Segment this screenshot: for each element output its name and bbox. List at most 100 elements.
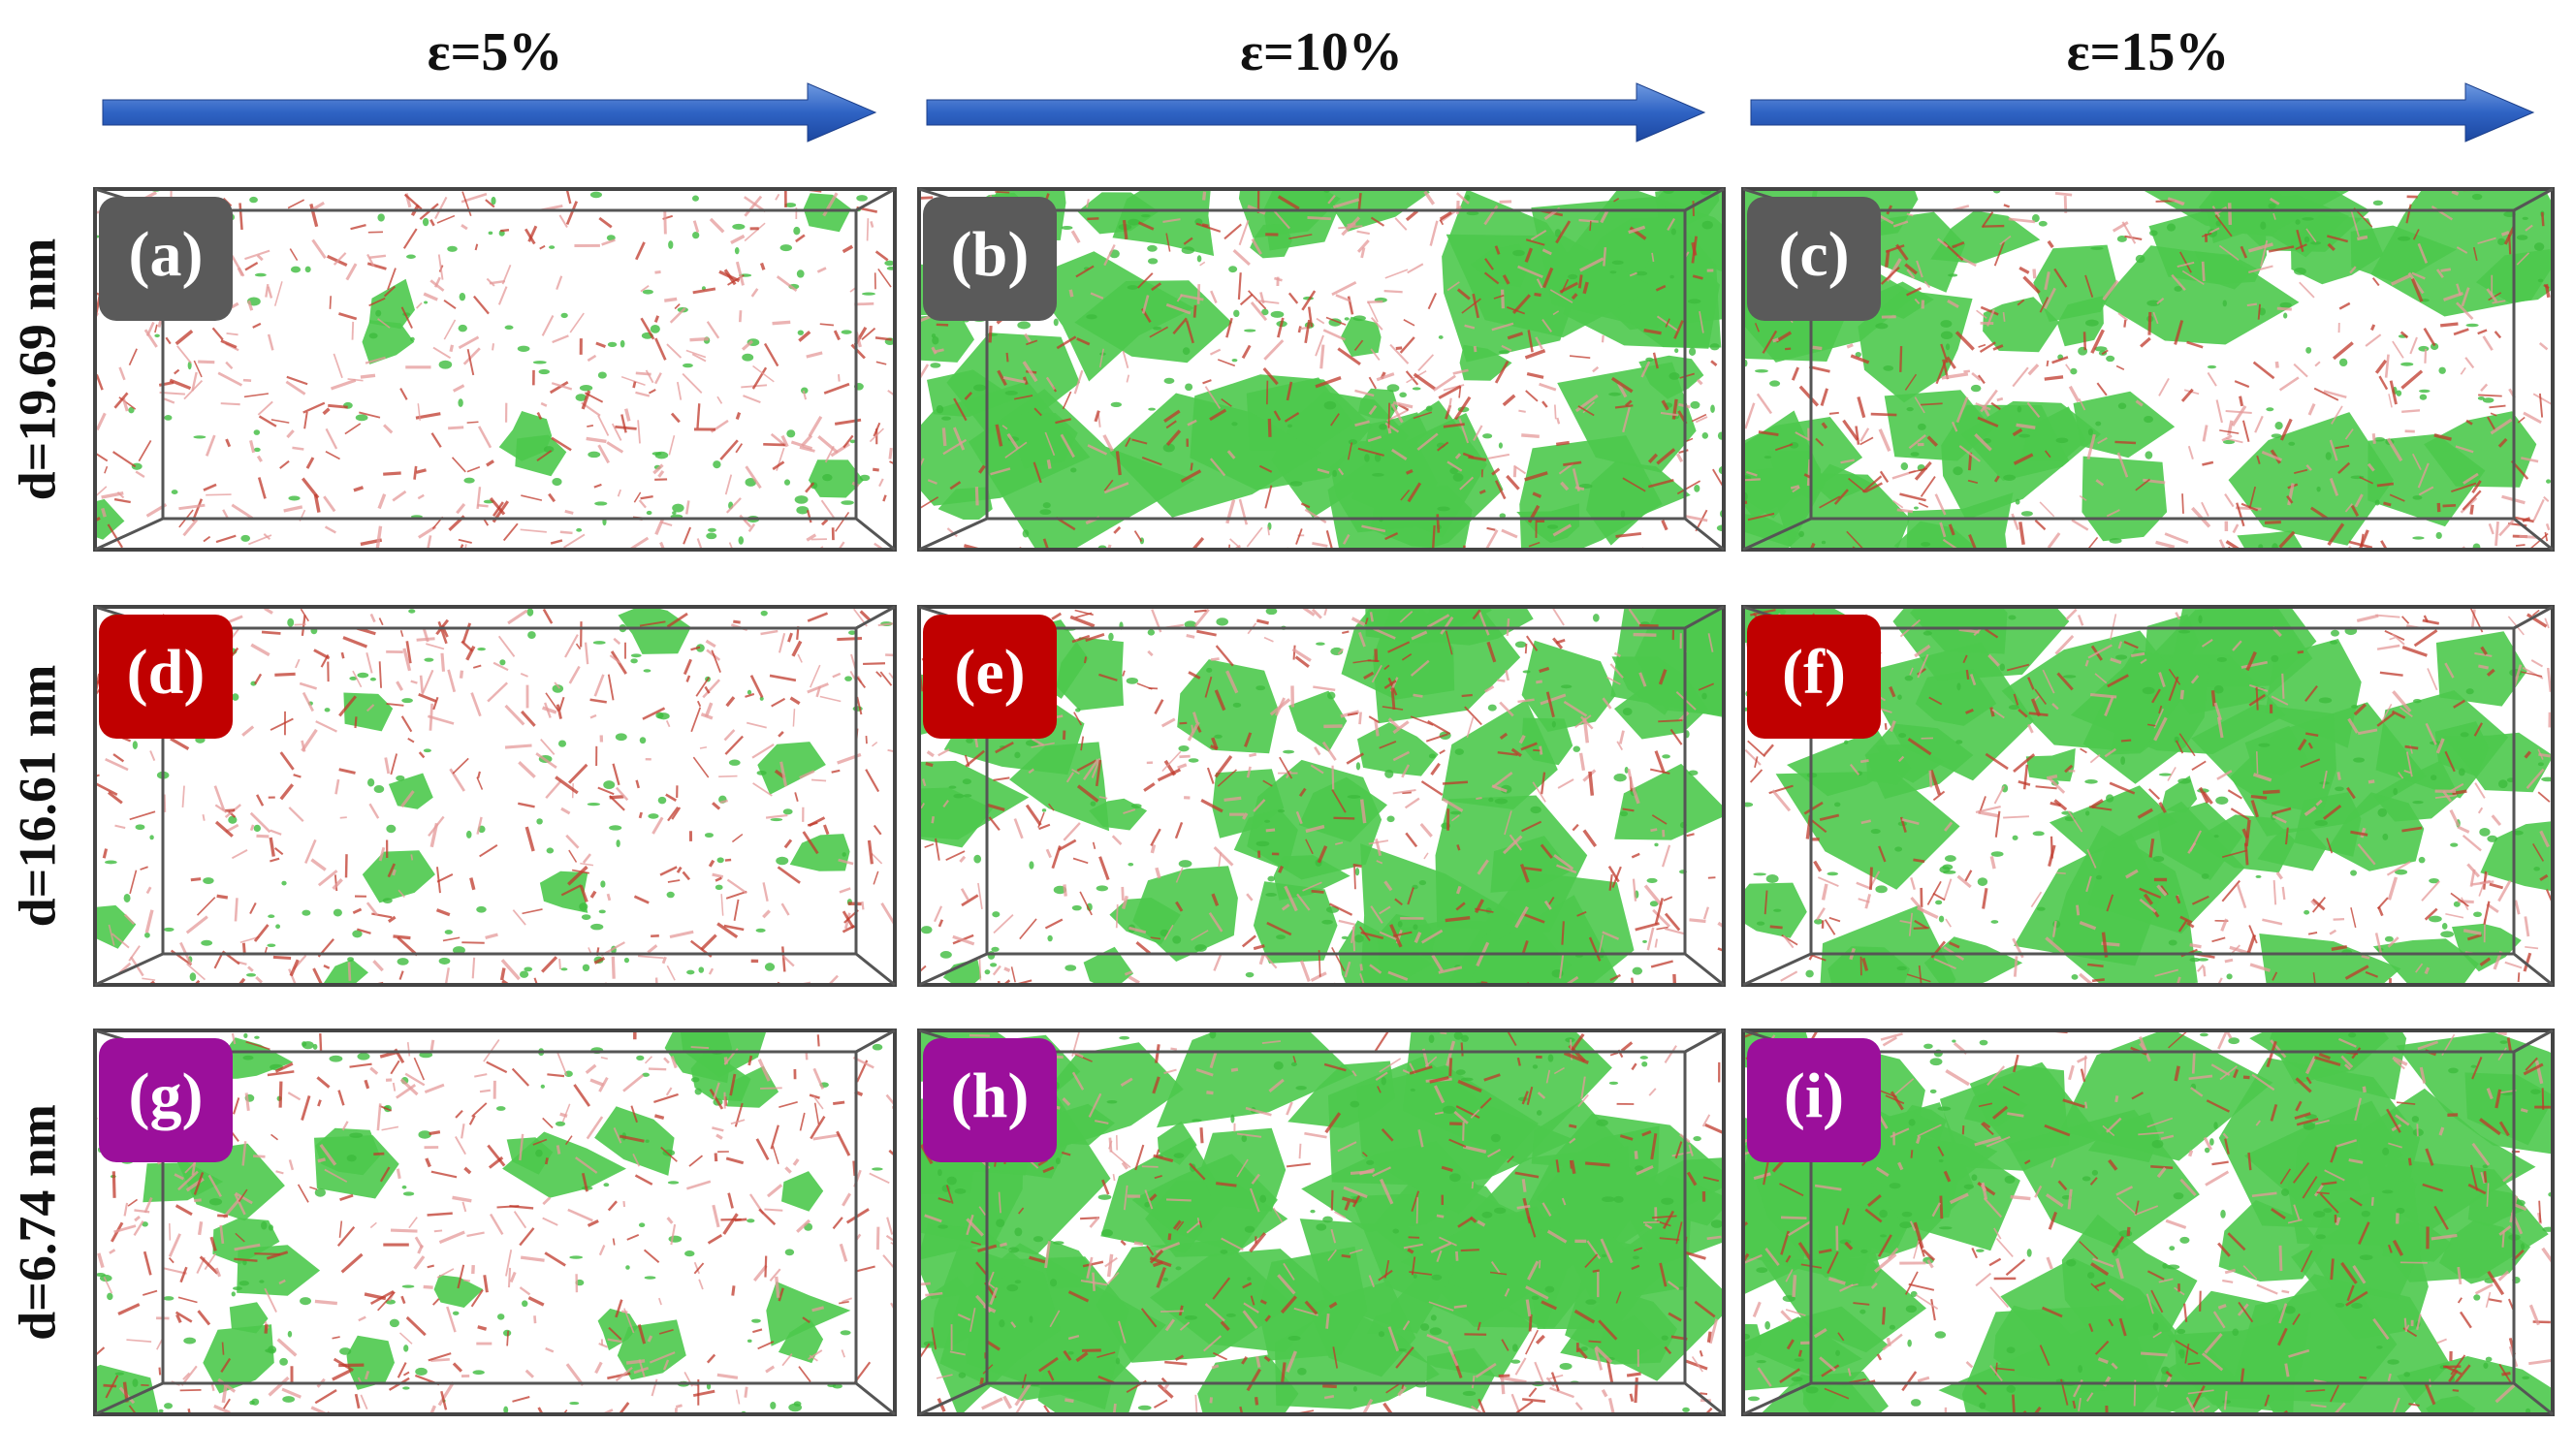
dislocation: [451, 457, 466, 473]
green-speck: [171, 490, 178, 494]
green-speck: [1624, 767, 1629, 774]
dislocation: [1373, 1030, 1390, 1054]
dislocation: [1484, 258, 1495, 270]
dislocation: [1436, 1250, 1443, 1263]
green-speck: [2144, 415, 2154, 424]
green-speck: [1609, 270, 1617, 274]
fault-region: [1132, 866, 1238, 962]
dislocation: [257, 400, 273, 416]
green-speck: [465, 830, 472, 839]
dislocation: [1654, 750, 1666, 774]
dislocation: [568, 665, 581, 684]
dislocation: [1413, 411, 1433, 420]
arrow: [1750, 82, 2535, 142]
green-speck: [1255, 685, 1266, 691]
green-speck: [1386, 384, 1400, 393]
dislocation: [1935, 359, 1948, 385]
dislocation: [2003, 815, 2029, 819]
dislocation: [1071, 768, 1080, 775]
dislocation: [369, 1290, 395, 1306]
dislocation: [2057, 1180, 2068, 1191]
green-speck: [1921, 542, 1931, 547]
dislocation: [760, 1087, 782, 1090]
dislocation: [2190, 675, 2200, 684]
green-speck: [2095, 874, 2103, 880]
dislocation: [1187, 419, 1197, 427]
green-speck: [143, 932, 150, 938]
dislocation: [1179, 1321, 1191, 1331]
dislocation: [1916, 906, 1939, 920]
dislocation: [429, 1405, 437, 1414]
green-speck: [2314, 819, 2328, 827]
dislocation: [2213, 702, 2222, 721]
dislocation: [402, 648, 412, 672]
green-speck: [2487, 835, 2497, 842]
dislocation: [1042, 1165, 1055, 1174]
dislocation: [2241, 828, 2249, 839]
dislocation: [1584, 1253, 1599, 1269]
dislocation: [365, 902, 379, 916]
panel-label: (e): [954, 637, 1025, 708]
green-speck: [1147, 629, 1156, 636]
dislocation: [309, 1186, 318, 1190]
dislocation: [149, 750, 156, 762]
green-speck: [240, 534, 251, 542]
dislocation: [2513, 516, 2534, 523]
green-speck: [287, 1330, 293, 1338]
green-speck: [2017, 405, 2022, 413]
dislocation: [1507, 1155, 1514, 1163]
dislocation: [949, 481, 962, 491]
dislocation: [1708, 1318, 1719, 1345]
dislocation: [759, 262, 766, 270]
fault-region: [314, 1135, 399, 1199]
dislocation: [1964, 870, 1973, 882]
dislocation: [487, 1144, 506, 1167]
dislocation: [747, 1055, 753, 1066]
dislocation: [2154, 968, 2179, 977]
dislocation: [1908, 912, 1914, 936]
green-speck: [966, 738, 973, 744]
dislocation: [509, 1205, 534, 1210]
dislocation: [2054, 635, 2075, 655]
green-speck: [2086, 1272, 2095, 1279]
dislocation: [545, 780, 562, 800]
green-speck: [2199, 1032, 2209, 1037]
dislocation: [2401, 646, 2428, 657]
dislocation: [1647, 453, 1659, 464]
dislocation: [317, 870, 338, 887]
dislocation: [1501, 528, 1518, 539]
dislocation: [874, 336, 892, 341]
green-speck: [524, 966, 533, 972]
dislocation: [1516, 1204, 1531, 1210]
green-speck: [1805, 969, 1814, 978]
green-speck: [1455, 1069, 1466, 1075]
dislocation: [985, 1340, 1001, 1351]
green-speck: [745, 478, 757, 487]
green-speck: [2305, 346, 2312, 354]
dislocation: [222, 509, 229, 519]
dislocation: [1113, 525, 1122, 534]
green-speck: [2522, 216, 2528, 220]
dislocation: [712, 872, 724, 879]
dislocation: [1164, 1360, 1188, 1366]
dislocation: [709, 217, 725, 234]
dislocation: [477, 426, 493, 449]
green-speck: [438, 957, 451, 965]
dislocation: [1971, 1247, 1978, 1259]
fault-region: [2033, 244, 2117, 322]
green-speck: [2351, 704, 2359, 709]
dislocation: [1196, 1218, 1200, 1225]
green-speck: [1352, 315, 1366, 322]
dislocation: [334, 874, 338, 892]
dislocation: [2294, 468, 2308, 474]
dislocation: [2358, 529, 2369, 550]
dislocation: [1619, 1134, 1634, 1141]
dislocation: [1518, 409, 1526, 413]
dislocation: [314, 1389, 337, 1405]
dislocation: [1325, 316, 1347, 326]
dislocation: [1771, 789, 1792, 812]
green-speck: [396, 775, 405, 781]
dislocation: [651, 1378, 658, 1397]
dislocation: [1344, 961, 1351, 978]
dislocation: [1021, 1374, 1028, 1389]
